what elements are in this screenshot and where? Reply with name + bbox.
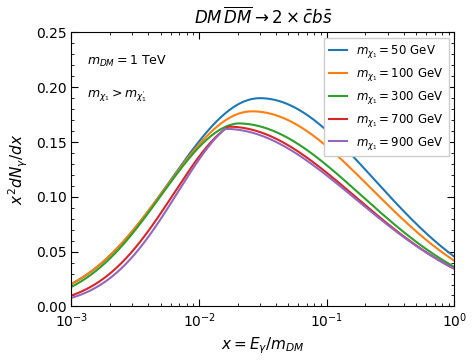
$m_{\chi_1} = 300$ GeV <box>444 261 450 265</box>
$m_{\chi_1} = 700$ GeV <box>112 267 118 271</box>
$m_{\chi_1} = 50$ GeV <box>215 118 221 122</box>
X-axis label: $x = E_{\gamma}/m_{DM}$: $x = E_{\gamma}/m_{DM}$ <box>221 335 305 356</box>
$m_{\chi_1} = 100$ GeV <box>112 248 118 252</box>
$m_{\chi_1} = 700$ GeV <box>226 125 231 129</box>
$m_{\chi_1} = 700$ GeV <box>215 132 221 137</box>
$m_{\chi_1} = 100$ GeV <box>403 220 409 224</box>
$m_{\chi_1} = 50$ GeV <box>135 223 141 227</box>
$m_{\chi_1} = 100$ GeV <box>215 123 221 128</box>
$m_{\chi_1} = 700$ GeV <box>403 236 409 240</box>
$m_{\chi_1} = 900$ GeV <box>222 127 228 131</box>
$m_{\chi_1} = 700$ GeV <box>232 125 238 129</box>
$m_{\chi_1} = 50$ GeV <box>452 254 457 259</box>
$m_{\chi_1} = 50$ GeV <box>232 104 238 109</box>
$m_{\chi_1} = 300$ GeV <box>215 129 221 133</box>
$m_{\chi_1} = 700$ GeV <box>135 242 141 247</box>
$m_{\chi_1} = 300$ GeV <box>452 265 457 269</box>
Line: $m_{\chi_1} = 700$ GeV: $m_{\chi_1} = 700$ GeV <box>72 127 455 295</box>
$m_{\chi_1} = 50$ GeV <box>69 282 74 286</box>
$m_{\chi_1} = 900$ GeV <box>403 236 409 241</box>
$m_{\chi_1} = 300$ GeV <box>135 225 141 229</box>
Text: $m_{DM} = 1$ TeV: $m_{DM} = 1$ TeV <box>87 54 166 69</box>
$m_{\chi_1} = 300$ GeV <box>403 232 409 236</box>
$m_{\chi_1} = 100$ GeV <box>232 113 238 117</box>
$m_{\chi_1} = 50$ GeV <box>112 248 118 253</box>
$m_{\chi_1} = 900$ GeV <box>232 127 238 131</box>
$m_{\chi_1} = 900$ GeV <box>135 248 141 253</box>
Legend: $m_{\chi_1} = 50$ GeV, $m_{\chi_1} = 100$ GeV, $m_{\chi_1} = 300$ GeV, $m_{\chi_: $m_{\chi_1} = 50$ GeV, $m_{\chi_1} = 100… <box>325 38 448 156</box>
$m_{\chi_1} = 100$ GeV <box>444 254 450 258</box>
$m_{\chi_1} = 900$ GeV <box>444 263 450 267</box>
$m_{\chi_1} = 100$ GeV <box>69 282 74 286</box>
$m_{\chi_1} = 100$ GeV <box>135 222 141 227</box>
$m_{\chi_1} = 300$ GeV <box>112 251 118 256</box>
$m_{\chi_1} = 700$ GeV <box>444 263 450 267</box>
$m_{\chi_1} = 300$ GeV <box>69 285 74 289</box>
$m_{\chi_1} = 100$ GeV <box>452 258 457 263</box>
$m_{\chi_1} = 900$ GeV <box>452 266 457 271</box>
$m_{\chi_1} = 900$ GeV <box>69 296 74 300</box>
Y-axis label: $x^2 dN_{\gamma}/dx$: $x^2 dN_{\gamma}/dx$ <box>7 134 30 205</box>
$m_{\chi_1} = 700$ GeV <box>452 267 457 271</box>
$m_{\chi_1} = 300$ GeV <box>235 121 240 126</box>
$m_{\chi_1} = 300$ GeV <box>232 122 238 126</box>
$m_{\chi_1} = 50$ GeV <box>257 96 263 100</box>
$m_{\chi_1} = 900$ GeV <box>215 133 221 138</box>
Text: $m_{\chi_1} > m_{\chi_1^{'}}$: $m_{\chi_1} > m_{\chi_1^{'}}$ <box>87 87 146 104</box>
Line: $m_{\chi_1} = 50$ GeV: $m_{\chi_1} = 50$ GeV <box>72 98 455 284</box>
$m_{\chi_1} = 100$ GeV <box>249 109 255 114</box>
$m_{\chi_1} = 900$ GeV <box>112 272 118 276</box>
$m_{\chi_1} = 700$ GeV <box>69 293 74 298</box>
Line: $m_{\chi_1} = 100$ GeV: $m_{\chi_1} = 100$ GeV <box>72 111 455 284</box>
$m_{\chi_1} = 50$ GeV <box>403 211 409 216</box>
Title: $DM\,\overline{DM}\rightarrow 2 \times \bar{c}b\bar{s}$: $DM\,\overline{DM}\rightarrow 2 \times \… <box>194 7 332 28</box>
Line: $m_{\chi_1} = 300$ GeV: $m_{\chi_1} = 300$ GeV <box>72 123 455 287</box>
$m_{\chi_1} = 50$ GeV <box>444 249 450 253</box>
Line: $m_{\chi_1} = 900$ GeV: $m_{\chi_1} = 900$ GeV <box>72 129 455 298</box>
